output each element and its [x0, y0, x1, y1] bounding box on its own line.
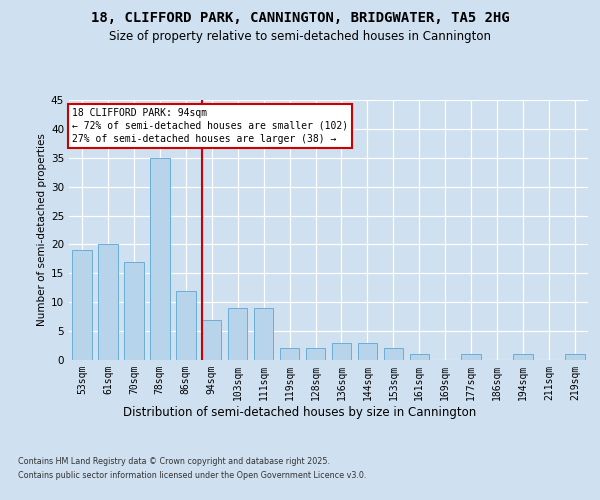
Bar	[202, 320, 221, 360]
Bar	[332, 342, 351, 360]
Bar	[410, 354, 429, 360]
Bar	[383, 348, 403, 360]
Bar	[565, 354, 585, 360]
Y-axis label: Number of semi-detached properties: Number of semi-detached properties	[37, 134, 47, 326]
Bar	[306, 348, 325, 360]
Bar	[280, 348, 299, 360]
Bar	[124, 262, 143, 360]
Bar	[461, 354, 481, 360]
Text: Size of property relative to semi-detached houses in Cannington: Size of property relative to semi-detach…	[109, 30, 491, 43]
Bar	[98, 244, 118, 360]
Bar	[514, 354, 533, 360]
Text: 18 CLIFFORD PARK: 94sqm
← 72% of semi-detached houses are smaller (102)
27% of s: 18 CLIFFORD PARK: 94sqm ← 72% of semi-de…	[71, 108, 348, 144]
Bar	[176, 290, 196, 360]
Bar	[228, 308, 247, 360]
Bar	[150, 158, 170, 360]
Bar	[254, 308, 274, 360]
Bar	[72, 250, 92, 360]
Text: 18, CLIFFORD PARK, CANNINGTON, BRIDGWATER, TA5 2HG: 18, CLIFFORD PARK, CANNINGTON, BRIDGWATE…	[91, 11, 509, 25]
Bar	[358, 342, 377, 360]
Text: Distribution of semi-detached houses by size in Cannington: Distribution of semi-detached houses by …	[124, 406, 476, 419]
Text: Contains public sector information licensed under the Open Government Licence v3: Contains public sector information licen…	[18, 471, 367, 480]
Text: Contains HM Land Registry data © Crown copyright and database right 2025.: Contains HM Land Registry data © Crown c…	[18, 457, 330, 466]
